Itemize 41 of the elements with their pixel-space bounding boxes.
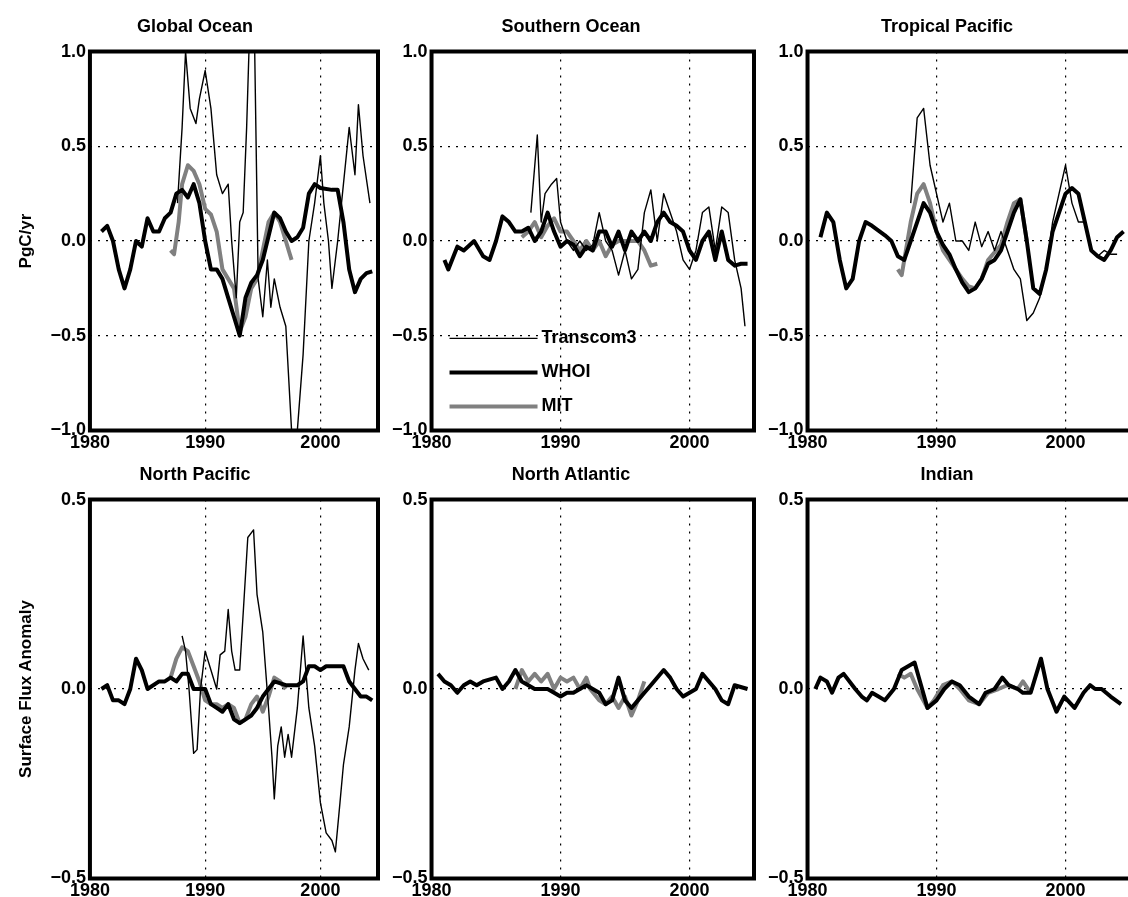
x-tick-label: 2000 (1045, 880, 1086, 897)
y-tick-label: 0.0 (402, 677, 428, 698)
y-tick-label: −0.5 (767, 324, 804, 345)
y-tick-label: 0.0 (402, 229, 428, 250)
y-tick-label: −0.5 (50, 324, 86, 345)
y-tick-label: 0.5 (402, 135, 428, 156)
y-tick-label: 0.0 (778, 677, 804, 698)
x-tick-label: 2000 (669, 432, 710, 453)
legend-label: Transcom3 (541, 327, 637, 348)
x-tick-label: 1990 (916, 880, 957, 897)
chart-title: Southern Ocean (501, 15, 641, 36)
x-tick-label: 1990 (540, 880, 581, 897)
y-tick-label: 0.0 (778, 229, 804, 250)
chart-title: Global Ocean (136, 15, 254, 36)
x-tick-label: 1990 (185, 432, 226, 453)
chart-title: Tropical Pacific (880, 15, 1014, 36)
y-tick-label: 0.5 (778, 135, 804, 156)
chart-title: North Pacific (139, 463, 251, 484)
y-tick-label: 0.5 (402, 488, 428, 509)
chart-title: North Atlantic (511, 463, 631, 484)
y-tick-label: 0.0 (60, 229, 86, 250)
x-tick-label: 1990 (540, 432, 581, 453)
y-axis-title: Surface Flux Anomaly (15, 599, 35, 778)
y-axis-title: PgC/yr (15, 213, 35, 269)
y-tick-label: 1.0 (402, 40, 428, 61)
y-tick-label: −0.5 (391, 324, 428, 345)
y-tick-label: 0.5 (60, 488, 86, 509)
x-tick-label: 1990 (185, 880, 226, 897)
y-tick-label: 0.0 (60, 677, 86, 698)
y-tick-label: 0.5 (778, 488, 804, 509)
y-tick-label: 1.0 (60, 40, 86, 61)
legend-label: WHOI (541, 361, 591, 382)
x-tick-label: 2000 (1045, 432, 1086, 453)
chart-title: Indian (920, 463, 974, 484)
x-tick-label: 2000 (669, 880, 710, 897)
y-tick-label: 0.5 (60, 135, 86, 156)
x-tick-label: 2000 (300, 432, 341, 453)
legend-label: MIT (541, 395, 573, 416)
x-tick-label: 2000 (300, 880, 341, 897)
x-tick-label: 1990 (916, 432, 957, 453)
y-tick-label: 1.0 (778, 40, 804, 61)
